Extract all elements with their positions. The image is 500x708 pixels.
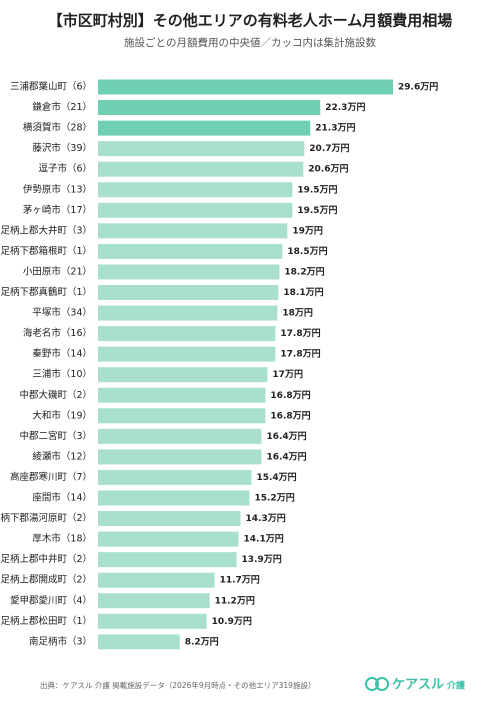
logo: ケアスル 介護 xyxy=(365,677,466,693)
y-tick-label: 座間市（14） xyxy=(32,492,92,504)
chart-title: 【市区町村別】その他エリアの有料老人ホーム月額費用相場 xyxy=(48,12,453,30)
bar xyxy=(98,634,180,650)
value-label: 8.2万円 xyxy=(185,636,219,647)
value-label: 17万円 xyxy=(272,369,303,380)
y-tick-label: 海老名市（16） xyxy=(23,327,92,339)
y-tick-label: 三浦市（10） xyxy=(32,368,92,380)
value-label: 16.4万円 xyxy=(266,431,306,442)
value-label: 19.5万円 xyxy=(297,205,337,216)
value-label: 16.4万円 xyxy=(266,451,306,462)
value-label: 18万円 xyxy=(282,308,313,319)
logo-icon xyxy=(365,677,379,691)
chart-subtitle: 施設ごとの月額費用の中央値／カッコ内は集計施設数 xyxy=(124,36,376,49)
bar xyxy=(98,449,262,465)
bar xyxy=(98,326,276,342)
logo-icon xyxy=(375,677,389,691)
value-label: 14.1万円 xyxy=(244,534,284,545)
bar xyxy=(98,120,311,136)
bar xyxy=(98,469,252,485)
bar xyxy=(98,79,393,95)
value-label: 16.8万円 xyxy=(270,390,310,401)
y-tick-label: 中郡二宮町（3） xyxy=(19,430,92,442)
value-label: 21.3万円 xyxy=(315,123,355,134)
logo-sub: 介護 xyxy=(446,680,466,692)
bar xyxy=(98,428,262,444)
y-tick-label: 鎌倉市（21） xyxy=(32,101,92,113)
bar xyxy=(98,243,283,259)
y-tick-label: 伊勢原市（13） xyxy=(23,183,92,195)
bar xyxy=(98,264,280,280)
value-label: 29.6万円 xyxy=(398,82,438,93)
y-tick-label: 茅ヶ崎市（17） xyxy=(23,204,92,216)
value-label: 18.1万円 xyxy=(283,287,323,298)
value-label: 17.8万円 xyxy=(280,328,320,339)
bar xyxy=(98,511,241,527)
value-label: 20.6万円 xyxy=(308,164,348,175)
bar xyxy=(98,531,239,547)
bar xyxy=(98,346,276,362)
bar xyxy=(98,387,266,403)
bar xyxy=(98,305,278,321)
value-label: 16.8万円 xyxy=(270,410,310,421)
y-tick-label: 横須賀市（28） xyxy=(23,122,92,134)
y-tick-label: 足柄下郡湯河原町（2） xyxy=(0,512,92,524)
y-tick-label: 三浦郡葉山町（6） xyxy=(10,81,92,93)
value-label: 14.3万円 xyxy=(246,513,286,524)
y-tick-label: 藤沢市（39） xyxy=(32,142,92,154)
value-label: 22.3万円 xyxy=(325,102,365,113)
logo-text: ケアスル xyxy=(392,678,444,693)
bar xyxy=(98,161,304,177)
bar xyxy=(98,408,266,424)
bar xyxy=(98,141,305,157)
y-tick-label: 高座郡寒川町（7） xyxy=(10,471,92,483)
bar xyxy=(98,572,215,588)
value-label: 18.2万円 xyxy=(284,266,324,277)
y-tick-label: 中郡大磯町（2） xyxy=(19,389,92,401)
y-tick-label: 大和市（19） xyxy=(32,409,92,421)
bar xyxy=(98,182,293,198)
value-label: 10.9万円 xyxy=(212,616,252,627)
y-tick-label: 足柄上郡開成町（2） xyxy=(0,574,92,586)
value-label: 15.4万円 xyxy=(256,472,296,483)
bar xyxy=(98,367,268,383)
y-tick-label: 平塚市（34） xyxy=(32,307,92,319)
value-label: 19万円 xyxy=(292,225,323,236)
bar xyxy=(98,613,207,629)
value-label: 13.9万円 xyxy=(242,554,282,565)
value-label: 15.2万円 xyxy=(254,493,294,504)
y-tick-label: 足柄上郡中井町（2） xyxy=(0,553,92,565)
bar xyxy=(98,202,293,218)
y-tick-label: 厚木市（18） xyxy=(32,533,92,545)
y-tick-label: 逗子市（6） xyxy=(38,163,92,175)
value-label: 20.7万円 xyxy=(309,143,349,154)
y-tick-label: 足柄下郡箱根町（1） xyxy=(0,245,92,257)
y-tick-label: 秦野市（14） xyxy=(32,348,92,360)
bar xyxy=(98,285,279,300)
y-tick-label: 足柄下郡真鶴町（1） xyxy=(0,286,92,298)
value-label: 11.2万円 xyxy=(215,595,255,606)
y-tick-label: 足柄上郡松田町（1） xyxy=(0,615,92,627)
y-tick-label: 小田原市（21） xyxy=(23,265,92,277)
y-tick-label: 綾瀬市（12） xyxy=(32,450,92,462)
y-tick-label: 足柄上郡大井町（3） xyxy=(0,224,92,236)
y-tick-label: 南足柄市（3） xyxy=(29,635,92,647)
bar xyxy=(98,223,288,239)
bar xyxy=(98,552,237,568)
value-label: 18.5万円 xyxy=(287,246,327,257)
source: 出典：ケアスル 介護 掲載施設データ（2026年9月時点・その他エリア319施設… xyxy=(40,680,315,690)
y-tick-label: 愛甲郡愛川町（4） xyxy=(10,594,92,606)
bar xyxy=(98,490,250,506)
bar xyxy=(98,100,321,116)
value-label: 19.5万円 xyxy=(297,184,337,195)
value-label: 17.8万円 xyxy=(280,349,320,360)
value-label: 11.7万円 xyxy=(220,575,260,586)
bar xyxy=(98,593,210,609)
